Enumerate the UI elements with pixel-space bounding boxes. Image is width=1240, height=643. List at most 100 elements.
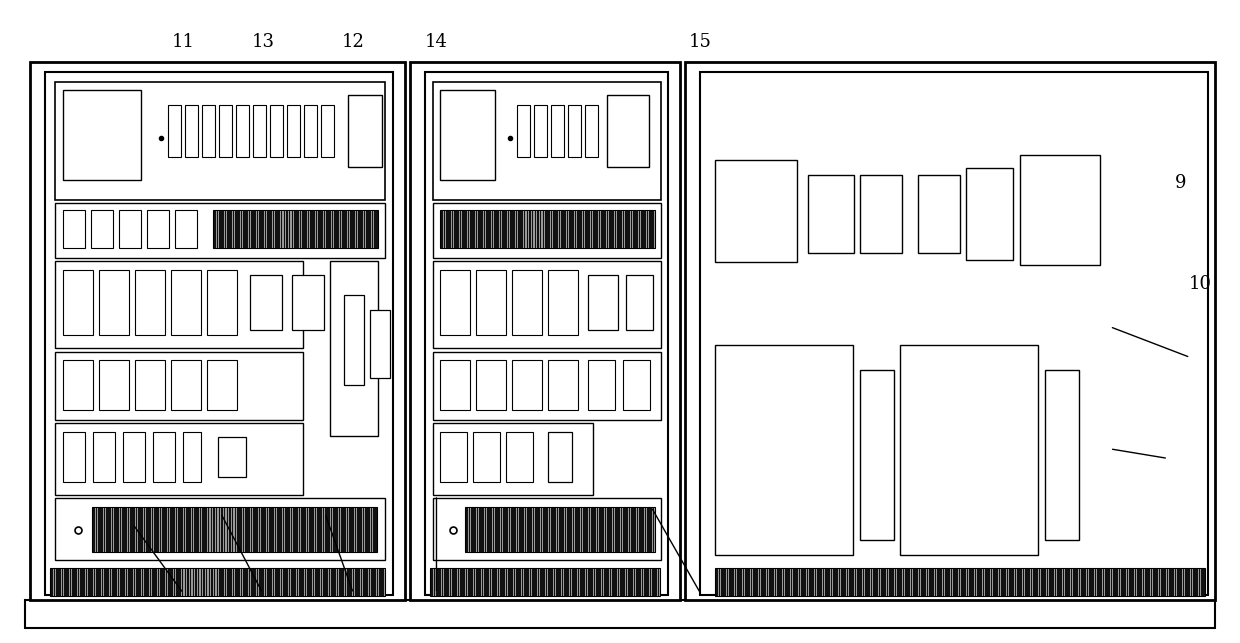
Bar [440, 360, 470, 410]
Bar [506, 432, 533, 482]
Bar [185, 105, 198, 157]
Bar [433, 203, 661, 258]
Bar [55, 352, 303, 420]
Text: 14: 14 [425, 33, 448, 51]
Bar [123, 432, 145, 482]
Bar [63, 210, 86, 248]
Bar [171, 270, 201, 335]
Bar [517, 105, 529, 157]
Bar [63, 90, 141, 180]
Bar [715, 345, 853, 555]
Bar [534, 105, 547, 157]
Bar [119, 210, 141, 248]
Text: 12: 12 [342, 33, 365, 51]
Bar [433, 423, 593, 495]
Bar [55, 261, 303, 348]
Bar [184, 432, 201, 482]
Bar [433, 498, 661, 560]
Bar [330, 261, 378, 436]
Bar [626, 275, 653, 330]
Bar [861, 370, 894, 540]
Bar [585, 105, 598, 157]
Bar [588, 360, 615, 410]
Bar [472, 432, 500, 482]
Bar [253, 105, 267, 157]
Bar [91, 210, 113, 248]
Bar [370, 310, 391, 378]
Bar [430, 568, 660, 596]
Bar [63, 360, 93, 410]
Bar [207, 360, 237, 410]
Bar [55, 82, 384, 200]
Bar [568, 105, 582, 157]
Bar [135, 360, 165, 410]
Bar [1021, 155, 1100, 265]
Bar [440, 90, 495, 180]
Bar [548, 270, 578, 335]
Text: 13: 13 [252, 33, 274, 51]
Bar [433, 82, 661, 200]
Bar [55, 498, 384, 560]
Bar [55, 423, 303, 495]
Bar [1045, 370, 1079, 540]
Bar [440, 432, 467, 482]
Bar [236, 105, 249, 157]
Bar [99, 360, 129, 410]
Bar [45, 72, 393, 595]
Bar [608, 95, 649, 167]
Bar [171, 360, 201, 410]
Bar [440, 210, 655, 248]
Bar [153, 432, 175, 482]
Bar [900, 345, 1038, 555]
Bar [348, 95, 382, 167]
Bar [918, 175, 960, 253]
Bar [622, 360, 650, 410]
Bar [92, 507, 377, 552]
Bar [551, 105, 564, 157]
Text: 9: 9 [1174, 174, 1187, 192]
Bar [433, 261, 661, 348]
Bar [30, 62, 405, 600]
Bar [548, 360, 578, 410]
Bar [715, 568, 1205, 596]
Bar [425, 72, 668, 595]
Bar [213, 210, 378, 248]
Bar [684, 62, 1215, 600]
Bar [55, 203, 384, 258]
Bar [715, 160, 797, 262]
Bar [343, 295, 365, 385]
Text: 10: 10 [1189, 275, 1211, 293]
Bar [135, 270, 165, 335]
Bar [512, 270, 542, 335]
Bar [966, 168, 1013, 260]
Bar [433, 352, 661, 420]
Bar [202, 105, 215, 157]
Bar [207, 270, 237, 335]
Bar [701, 72, 1208, 595]
Bar [93, 432, 115, 482]
Bar [218, 437, 246, 477]
Bar [588, 275, 618, 330]
Bar [861, 175, 901, 253]
Bar [99, 270, 129, 335]
Bar [465, 507, 655, 552]
Bar [321, 105, 334, 157]
Bar [250, 275, 281, 330]
Bar [286, 105, 300, 157]
Bar [476, 360, 506, 410]
Bar [291, 275, 324, 330]
Bar [410, 62, 680, 600]
Bar [63, 270, 93, 335]
Bar [63, 432, 86, 482]
Text: 11: 11 [172, 33, 195, 51]
Bar [219, 105, 232, 157]
Bar [548, 432, 572, 482]
Bar [50, 568, 384, 596]
Bar [304, 105, 317, 157]
Bar [148, 210, 169, 248]
Bar [25, 600, 1215, 628]
Bar [440, 270, 470, 335]
Bar [476, 270, 506, 335]
Bar [175, 210, 197, 248]
Bar [167, 105, 181, 157]
